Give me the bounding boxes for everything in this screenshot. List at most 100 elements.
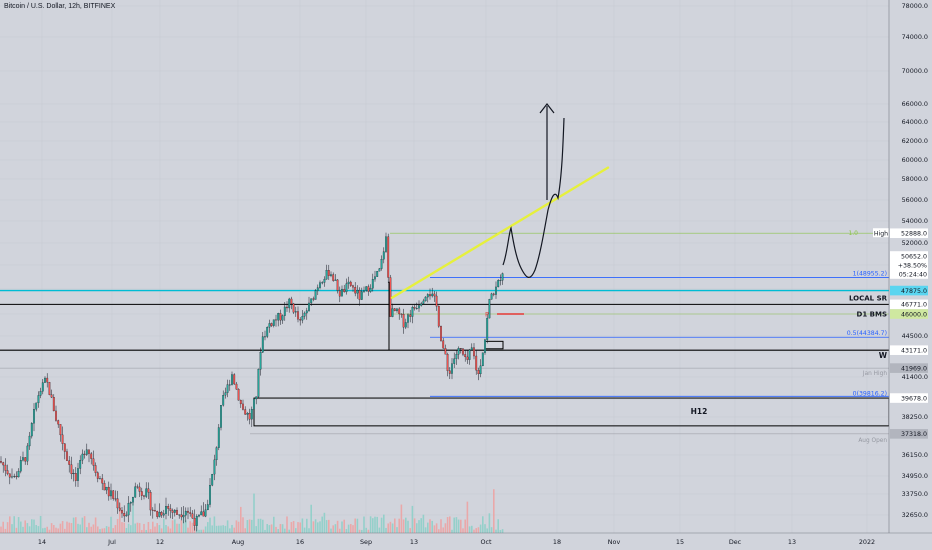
candle-body <box>112 490 115 499</box>
volume-bar <box>112 528 114 533</box>
candle-body <box>288 298 291 309</box>
volume-bar <box>114 525 117 533</box>
candle-body <box>279 313 282 321</box>
y-tick-label: 34950.0 <box>902 472 928 480</box>
volume-bar <box>127 523 130 533</box>
volume-bar <box>26 523 29 533</box>
volume-bar <box>198 529 200 533</box>
candle-body <box>391 308 394 317</box>
candle-body <box>107 486 110 497</box>
volume-bar <box>138 523 141 533</box>
volume-bar <box>297 522 299 533</box>
candle-body <box>200 511 203 516</box>
candle-body <box>314 290 317 300</box>
candle-body <box>488 299 491 319</box>
candle-body <box>37 395 40 404</box>
candle-body <box>134 486 137 498</box>
candle-body <box>255 396 258 400</box>
volume-bar <box>204 526 207 533</box>
label-p: P <box>485 311 489 319</box>
volume-bar <box>422 514 425 533</box>
volume-bar <box>108 526 110 533</box>
drawings <box>390 103 610 299</box>
volume-bar <box>411 505 414 533</box>
candle-body <box>213 459 216 475</box>
x-tick-label: 14 <box>38 538 46 546</box>
candle-body <box>305 310 308 314</box>
candle-body <box>224 392 227 396</box>
candle-body <box>99 478 101 480</box>
volume-bar <box>339 528 341 533</box>
candle-body <box>147 488 150 493</box>
candle-body <box>354 287 357 294</box>
candle-body <box>85 449 88 455</box>
volume-bar <box>28 526 31 533</box>
candle-body <box>70 464 73 475</box>
candle-body <box>165 506 167 514</box>
candle-body <box>275 319 277 321</box>
volume-bar <box>332 525 334 533</box>
volume-bar <box>317 522 319 533</box>
volume-bar <box>343 519 345 533</box>
volume-bar <box>103 528 106 533</box>
candle-body <box>387 236 390 278</box>
volume-bar <box>79 524 81 533</box>
volume-bar <box>444 523 447 533</box>
label-d1-bms: D1 BMS <box>857 311 887 319</box>
volume-bar <box>435 523 438 533</box>
x-tick-label: 12 <box>156 538 164 546</box>
candle-body <box>400 313 403 315</box>
label-one-top: 1.0 <box>848 230 858 237</box>
volume-bar <box>218 525 220 533</box>
volume-bar <box>402 519 405 533</box>
volume-bar <box>314 519 317 533</box>
volume-bar <box>257 518 260 533</box>
volume-bar <box>88 522 90 533</box>
candle-body <box>11 476 13 478</box>
candle-body <box>338 290 341 297</box>
volume-bar <box>398 518 400 533</box>
price-badge-text: 46000.0 <box>901 311 927 318</box>
x-tick-label: Nov <box>608 538 621 546</box>
candle-body <box>490 293 493 300</box>
candle-body <box>143 495 145 497</box>
candle-body <box>396 308 398 312</box>
volume-bar <box>163 518 165 533</box>
volume-bar <box>301 518 304 533</box>
y-tick-label: 52000.0 <box>902 239 928 247</box>
volume-bar <box>462 528 464 533</box>
volume-bar <box>171 520 174 533</box>
volume-bar <box>134 523 136 533</box>
volume-bar <box>165 524 167 533</box>
volume-bar <box>420 518 422 533</box>
volume-bar <box>9 516 11 533</box>
volume-bar <box>15 527 18 533</box>
volume-bar <box>330 528 332 533</box>
candle-body <box>206 504 209 511</box>
candle-body <box>48 382 51 395</box>
candle-body <box>250 409 253 420</box>
x-tick-label: 18 <box>553 538 561 546</box>
candle-body <box>182 515 185 518</box>
volume-bar <box>220 525 222 533</box>
candle-body <box>404 322 407 328</box>
label-jan-high: Jan High <box>862 371 887 377</box>
x-tick-label: Dec <box>729 538 742 546</box>
volume-bar <box>141 529 143 533</box>
candle-body <box>176 509 178 515</box>
candle-body <box>129 502 132 504</box>
candle-body <box>345 283 348 293</box>
price-badge-bg <box>890 429 928 439</box>
candle-body <box>160 512 163 516</box>
y-tick-label: 58000.0 <box>902 175 928 183</box>
volume-bar <box>387 523 389 533</box>
candle-body <box>154 510 156 512</box>
volume-bar <box>308 528 310 533</box>
candle-body <box>380 259 383 269</box>
volume-bar <box>143 523 145 533</box>
candle-body <box>116 498 119 509</box>
label-aug-open: Aug Open <box>858 438 887 444</box>
candle-body <box>433 293 436 297</box>
